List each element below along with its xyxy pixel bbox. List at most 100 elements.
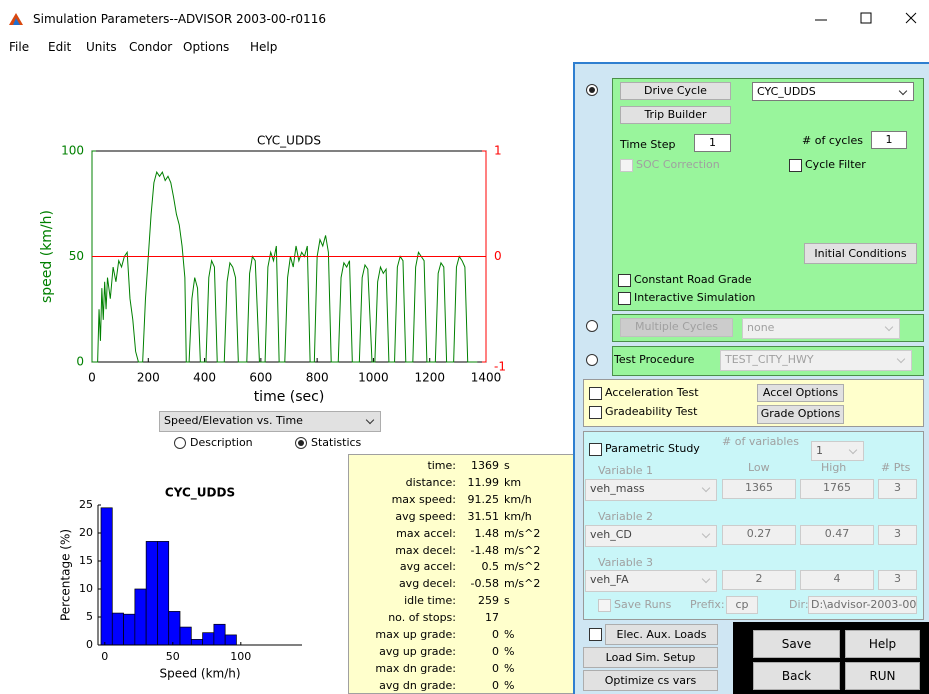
- tests-panel: [583, 379, 924, 427]
- menu-item[interactable]: Condor: [129, 40, 173, 54]
- stat-value: -1.48: [470, 543, 499, 557]
- x-tick-label: 1400: [471, 371, 502, 385]
- low-input: 0.27: [722, 524, 796, 545]
- stat-label: avg decel:: [398, 577, 456, 591]
- checkbox[interactable]: [589, 387, 602, 400]
- stat-value: 0: [492, 678, 499, 692]
- x-tick-label: 200: [137, 371, 160, 385]
- stat-value: 0: [492, 628, 499, 641]
- stat-value: 91.25: [467, 492, 500, 506]
- stat-unit: %: [504, 628, 515, 641]
- histogram-bar: [213, 623, 226, 646]
- y-tick-label: 50: [69, 249, 84, 263]
- checkbox[interactable]: [589, 443, 602, 456]
- histogram-bar: [100, 507, 113, 646]
- checkbox[interactable]: [618, 274, 631, 287]
- high-input: 4: [800, 570, 874, 590]
- x-tick-label: 1000: [358, 371, 389, 385]
- stat-label: max decel:: [395, 543, 456, 557]
- menu-item[interactable]: Units: [86, 40, 117, 54]
- menu-item[interactable]: Edit: [48, 40, 72, 54]
- checkbox[interactable]: [589, 406, 602, 419]
- stat-unit: s: [504, 459, 510, 472]
- stat-unit: m/s^2: [504, 577, 541, 591]
- cycle-dropdown[interactable]: CYC_UDDS: [752, 82, 914, 101]
- stat-value: 259: [478, 594, 499, 608]
- button[interactable]: Drive Cycle: [620, 82, 731, 100]
- column-header: Low: [748, 461, 770, 474]
- y2-tick-label: -1: [494, 360, 506, 374]
- stat-label: idle time:: [404, 594, 456, 608]
- label: Test Procedure: [614, 353, 695, 366]
- radio-test-procedure[interactable]: [586, 354, 598, 366]
- dropdown: TEST_CITY_HWY: [720, 350, 912, 371]
- button[interactable]: Initial Conditions: [804, 243, 917, 264]
- stat-unit: km: [504, 475, 522, 489]
- checkbox[interactable]: [789, 159, 802, 172]
- points-input: 3: [878, 570, 917, 590]
- time-step-input[interactable]: 1: [694, 134, 731, 152]
- radio-multiple-cycles[interactable]: [586, 320, 598, 332]
- stat-label: avg accel:: [399, 560, 456, 574]
- stat-label: avg up grade:: [379, 644, 456, 658]
- histogram-bar: [134, 588, 147, 646]
- label: Save Runs: [614, 598, 672, 611]
- histogram-bar: [190, 639, 203, 646]
- checkbox[interactable]: [618, 292, 631, 305]
- button[interactable]: Help: [845, 630, 920, 658]
- plot-selector[interactable]: Speed/Elevation vs. Time: [159, 411, 381, 432]
- menu-item[interactable]: Help: [250, 40, 278, 54]
- stat-value: 1369: [471, 459, 499, 472]
- button[interactable]: Elec. Aux. Loads: [605, 624, 718, 645]
- points-input: 3: [878, 524, 917, 545]
- button[interactable]: Load Sim. Setup: [583, 647, 718, 668]
- dir-input: D:\advisor-2003-00-r: [808, 596, 917, 614]
- stat-label: max speed:: [391, 492, 456, 506]
- menu-item[interactable]: Options: [183, 40, 230, 54]
- y-tick-label: 0: [86, 638, 93, 651]
- radio-drive-cycle[interactable]: [586, 84, 598, 96]
- statistics-table: time: 1369 s distance: 11.99 km max speed: 91.2…: [348, 454, 574, 694]
- label: SOC Correction: [636, 158, 720, 171]
- stat-unit: m/s^2: [504, 526, 541, 540]
- y-tick-label: 15: [79, 554, 93, 567]
- menu-item[interactable]: File: [9, 40, 30, 54]
- chart-title: CYC_UDDS: [257, 134, 321, 148]
- button[interactable]: Back: [753, 662, 840, 690]
- label: Prefix:: [690, 598, 725, 611]
- x-axis-label: Speed (km/h): [159, 667, 240, 681]
- button[interactable]: Trip Builder: [620, 106, 731, 124]
- column-header: High: [821, 461, 847, 474]
- stat-value: 11.99: [467, 475, 500, 489]
- cycles-input[interactable]: 1: [871, 131, 907, 149]
- radio-statistics[interactable]: [295, 437, 307, 449]
- button[interactable]: RUN: [845, 662, 920, 690]
- variable-dropdown: veh_FA: [585, 570, 717, 592]
- y2-tick-label: 1: [494, 144, 502, 158]
- stat-unit: km/h: [504, 492, 532, 506]
- checkbox: [598, 599, 611, 612]
- y-tick-label: 100: [61, 144, 84, 158]
- y-axis-label: Percentage (%): [59, 529, 73, 621]
- window-controls[interactable]: [805, 8, 925, 30]
- button[interactable]: Grade Options: [757, 405, 844, 424]
- label: Acceleration Test: [605, 386, 699, 399]
- button[interactable]: Save: [753, 630, 840, 658]
- x-tick-label: 100: [230, 650, 251, 663]
- stat-value: 31.51: [467, 509, 500, 523]
- stat-label: max up grade:: [375, 628, 456, 641]
- stat-unit: km/h: [504, 509, 532, 523]
- checkbox[interactable]: [589, 628, 602, 641]
- stat-unit: m/s^2: [504, 560, 541, 574]
- histogram-bar: [123, 613, 136, 646]
- variable-label: Variable 1: [598, 464, 654, 477]
- app-icon: [9, 13, 23, 25]
- radio-description[interactable]: [174, 437, 186, 449]
- button[interactable]: Accel Options: [757, 384, 844, 402]
- button[interactable]: Optimize cs vars: [583, 670, 718, 691]
- stat-label: avg speed:: [395, 509, 456, 523]
- radio-label: Description: [190, 436, 253, 449]
- checkbox: [620, 159, 633, 172]
- x-tick-label: 1200: [414, 371, 445, 385]
